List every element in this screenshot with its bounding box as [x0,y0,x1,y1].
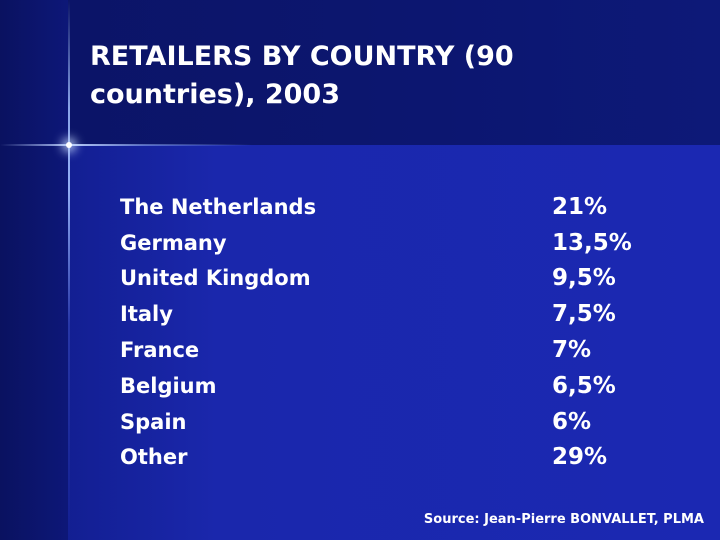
share-value: 7% [552,337,592,364]
content-background [0,145,720,540]
vertical-accent-line [68,0,70,540]
slide-title: RETAILERS BY COUNTRY (90 countries), 200… [90,41,514,110]
country-label: Germany [120,230,227,255]
header-band [0,0,720,145]
sparkle-icon [66,142,72,148]
table-row: United Kingdom 9,5% [120,261,680,297]
share-value: 21% [552,193,608,220]
source-note: Source: Jean-Pierre BONVALLET, PLMA [423,512,704,527]
table-row: Belgium 6,5% [120,368,680,404]
table-row: Germany 13,5% [120,225,680,261]
share-value: 29% [552,444,608,471]
table-row: Other 29% [120,440,680,476]
table-row: France 7% [120,332,680,368]
table-row: The Netherlands 21% [120,189,680,225]
country-label: The Netherlands [120,194,317,219]
country-label: Spain [120,409,187,434]
retailers-table: The Netherlands 21% Germany 13,5% United… [120,189,680,475]
left-strip [0,0,68,540]
horizontal-accent-line [0,144,720,146]
country-label: Italy [120,302,173,327]
country-label: Other [120,445,188,470]
country-label: United Kingdom [120,266,311,291]
country-label: Belgium [120,373,217,398]
table-row: Spain 6% [120,404,680,440]
share-value: 6% [552,408,592,435]
country-label: France [120,338,200,363]
share-value: 9,5% [552,265,616,292]
share-value: 6,5% [552,372,616,399]
share-value: 7,5% [552,301,616,328]
table-row: Italy 7,5% [120,296,680,332]
share-value: 13,5% [552,229,632,256]
